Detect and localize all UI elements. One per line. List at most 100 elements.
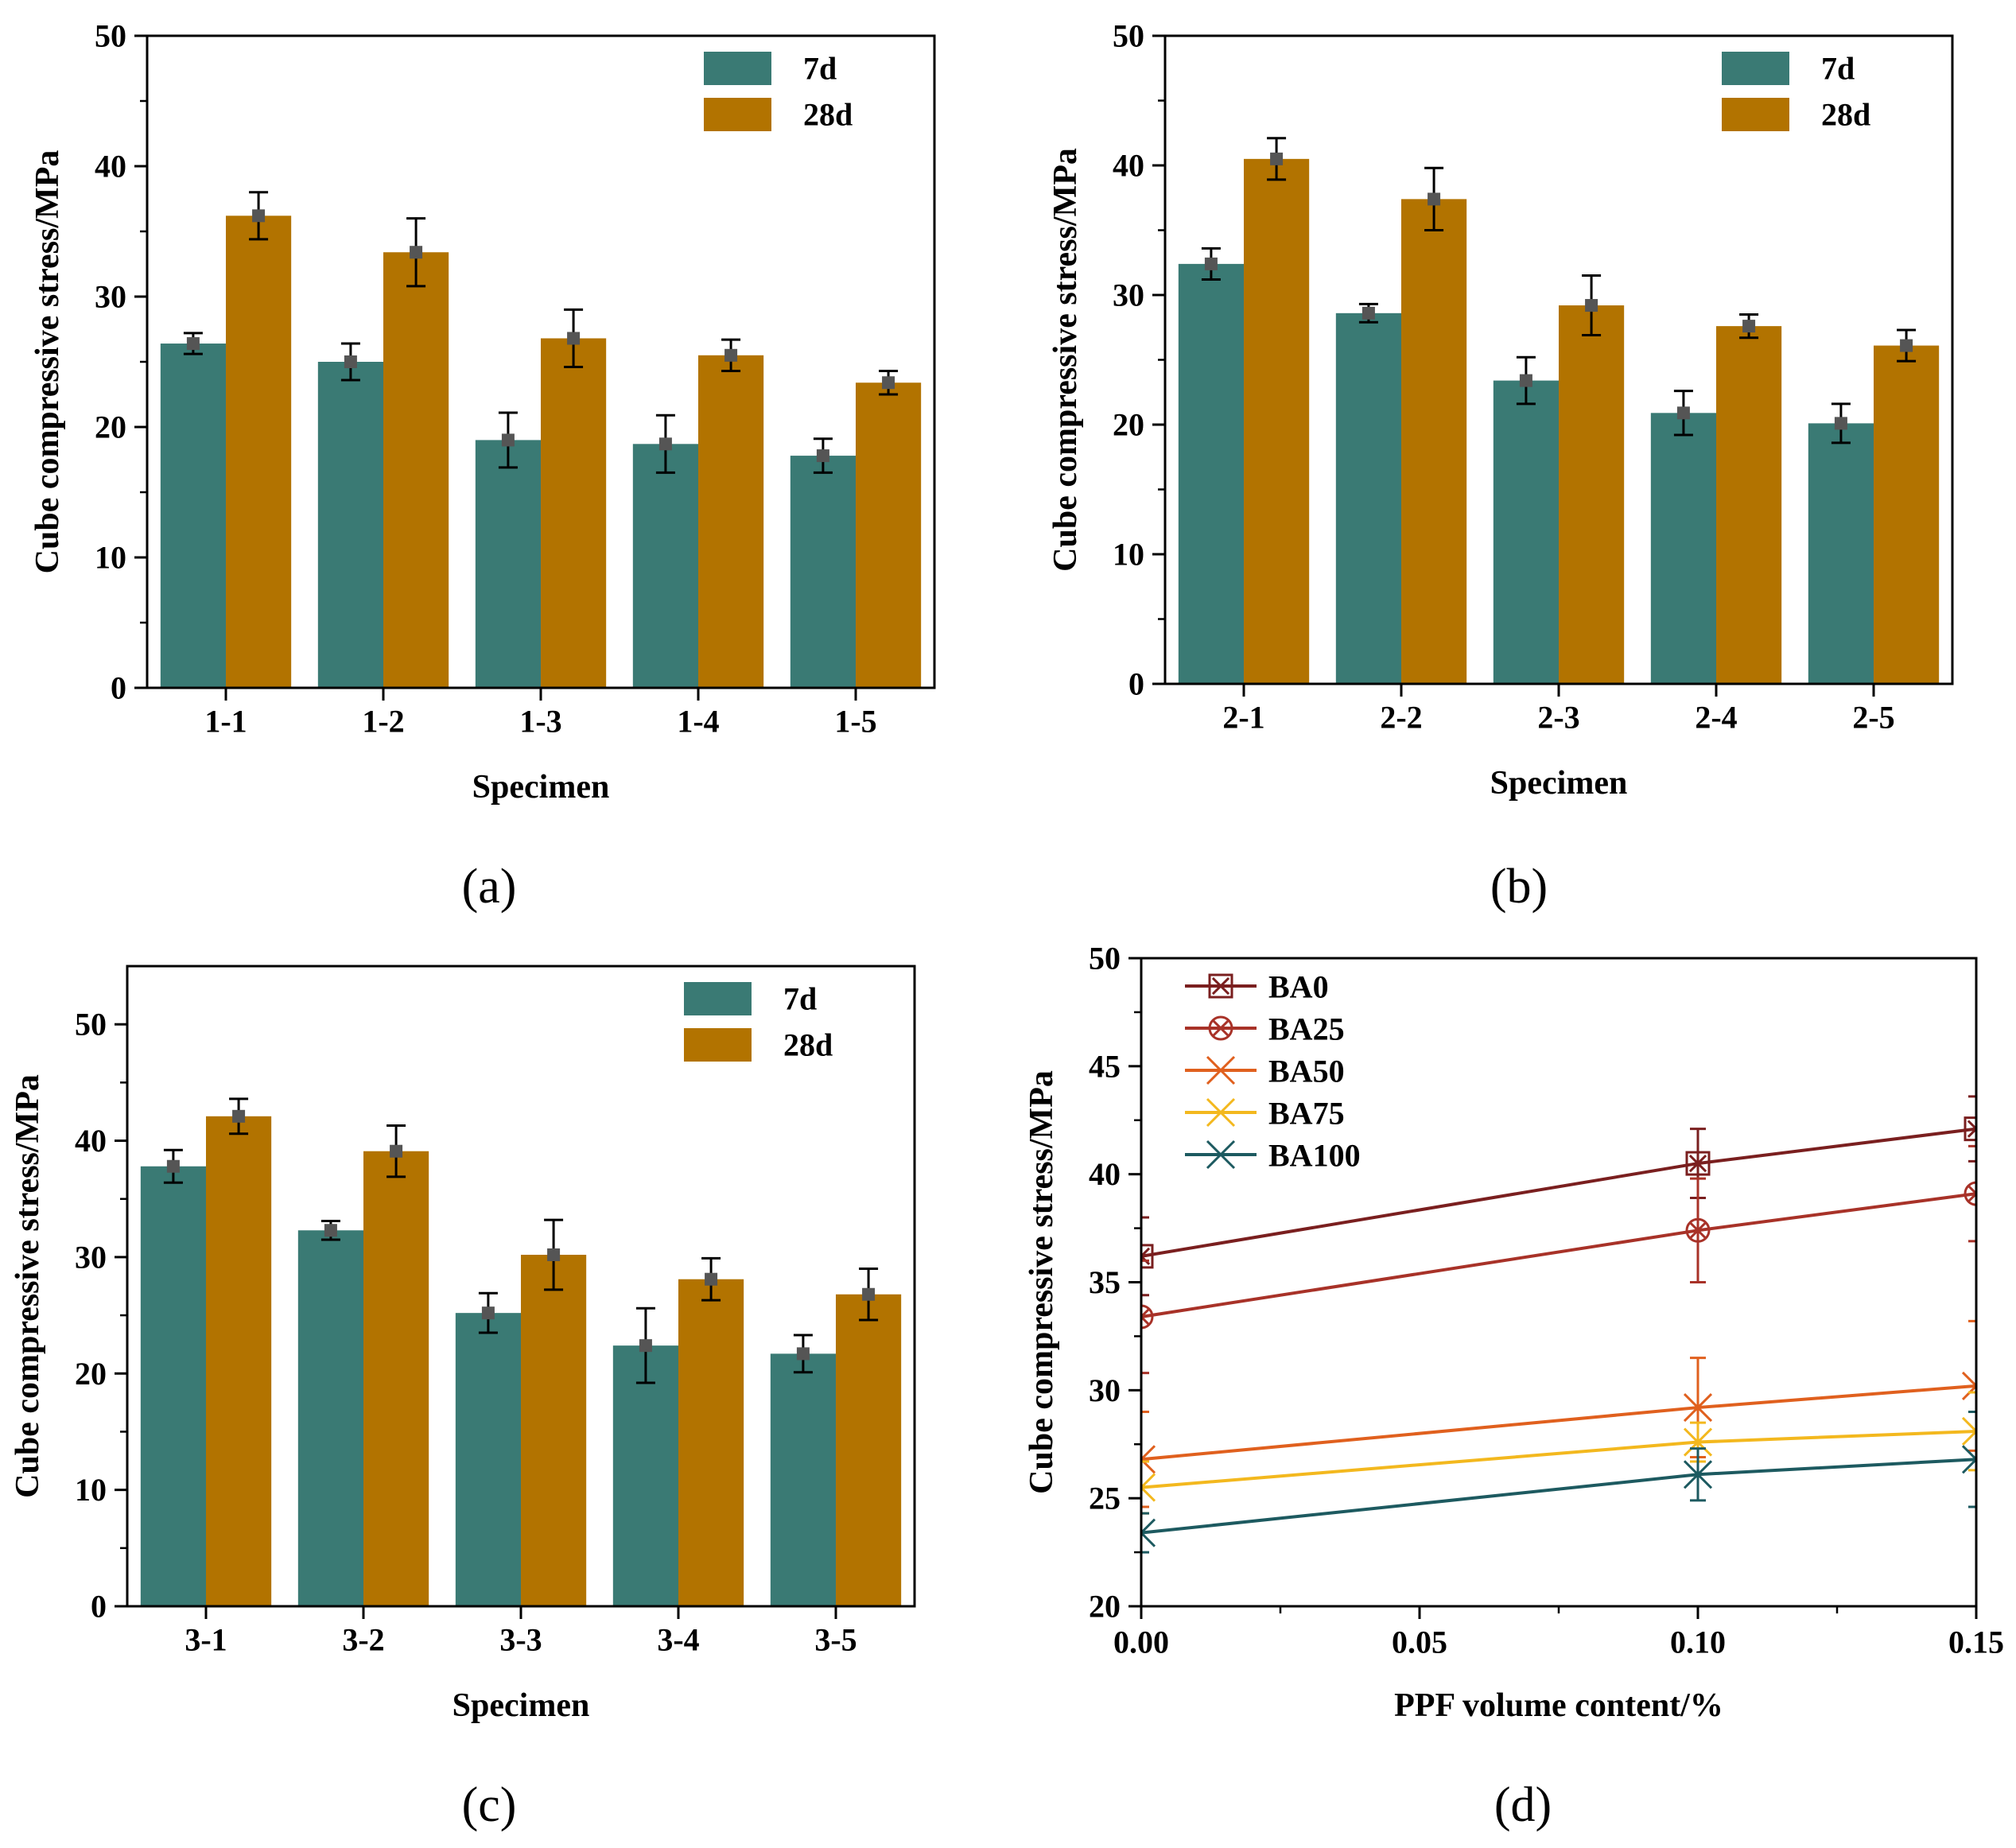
bar-28d-3-3 (521, 1254, 587, 1606)
marker-x-stroke (1688, 1154, 1707, 1173)
chart-b: 2-1 2-2 2-3 2-4 2-5 0 10 20 30 40 50 Cube compressi… (1047, 18, 1954, 914)
y-tick-label: 40 (75, 1123, 107, 1159)
y-tick-label: 25 (1089, 1481, 1121, 1516)
x-tick-label: 0.05 (1392, 1625, 1447, 1660)
bar-28d-2-5 (1874, 345, 1940, 684)
series-line-BA25 (1141, 1192, 1976, 1318)
mean-marker (796, 1347, 810, 1361)
y-tick-label: 45 (1089, 1048, 1121, 1084)
bar-28d-1-1 (226, 215, 292, 688)
marker-x-stroke (1961, 1445, 1976, 1462)
marker-x-stroke (1683, 1393, 1713, 1423)
y-axis-label: Cube compressive stress/MPa (1024, 1070, 1060, 1494)
x-tick-label: 3-2 (342, 1622, 384, 1658)
bar-7d-3-2 (297, 1230, 363, 1606)
legend-label: 7d (783, 981, 817, 1017)
x-tick-label: 3-5 (814, 1622, 857, 1658)
marker-x-stroke (1211, 976, 1230, 996)
mean-marker (705, 1272, 718, 1286)
marker-square (1685, 1151, 1711, 1176)
series-line-BA0 (1141, 1127, 1976, 1258)
marker-x-stroke (1961, 1416, 1976, 1434)
mean-marker (567, 332, 581, 345)
legend-swatch-7d (684, 982, 752, 1015)
y-tick-label: 40 (95, 149, 126, 184)
marker-x-stroke (1961, 1458, 1976, 1474)
marker-x-stroke (1141, 1458, 1156, 1474)
legend-label: BA25 (1268, 1011, 1345, 1047)
marker-x-stroke (1967, 1184, 1976, 1196)
x-tick-label: 2-4 (1695, 700, 1737, 736)
bar-28d-1-2 (383, 252, 449, 688)
chart-a: 1-1 1-2 1-3 1-4 1-5 0 10 20 30 40 50 Cube compressi… (29, 18, 936, 914)
legend-label: 7d (803, 51, 837, 87)
plot-frame (146, 34, 936, 689)
bar-28d-1-5 (856, 382, 922, 688)
y-axis-label: Cube compressive stress/MPa (29, 150, 66, 574)
y-tick-label: 35 (1089, 1264, 1121, 1300)
series-line-BA75 (1141, 1429, 1976, 1489)
y-tick-label: 0 (111, 670, 126, 706)
legend-swatch-28d (684, 1028, 752, 1062)
mean-marker (501, 433, 515, 447)
x-tick-label: 1-3 (519, 704, 561, 740)
legend-swatch-28d (704, 98, 771, 131)
legend-label: 28d (1821, 97, 1870, 133)
mean-marker (1270, 152, 1284, 165)
panel-label: (b) (1490, 860, 1548, 914)
mean-marker (324, 1224, 337, 1237)
bar-7d-2-2 (1335, 313, 1401, 684)
marker-circle (1141, 1304, 1154, 1330)
x-tick-label: 3-3 (499, 1622, 542, 1658)
marker-x-stroke (1206, 1139, 1236, 1170)
y-axis-label: Cube compressive stress/MPa (10, 1074, 46, 1498)
marker-x-stroke (1141, 1314, 1151, 1326)
y-tick-label: 50 (95, 18, 126, 54)
y-axis-label: Cube compressive stress/MPa (1047, 148, 1084, 572)
y-tick-label: 0 (1128, 666, 1144, 702)
mean-marker (1204, 257, 1218, 270)
x-axis-label: Specimen (453, 1687, 590, 1724)
bar-28d-2-2 (1401, 199, 1467, 684)
x-tick-label: 0.15 (1948, 1625, 2004, 1660)
marker-x-stroke (1141, 1247, 1151, 1259)
mean-marker (1834, 417, 1847, 430)
plot-frame (126, 965, 916, 1608)
mean-marker (1428, 192, 1441, 206)
bar-28d-2-1 (1244, 158, 1310, 685)
bar-7d-1-1 (160, 344, 226, 688)
mean-marker (1742, 320, 1756, 333)
mean-marker (252, 209, 266, 223)
marker-x-stroke (1967, 1191, 1976, 1203)
marker-square (1208, 973, 1233, 999)
x-tick-label: 3-4 (657, 1622, 699, 1658)
marker-x-stroke (1683, 1460, 1713, 1489)
marker-x-stroke (1141, 1518, 1156, 1535)
marker-x-stroke (1141, 1445, 1156, 1462)
bar-7d-1-2 (317, 362, 383, 688)
bar-7d-3-1 (140, 1166, 206, 1606)
marker-x-stroke (1688, 1221, 1707, 1240)
marker-x-stroke (1961, 1429, 1976, 1446)
y-tick-label: 10 (1113, 537, 1144, 573)
bar-7d-3-3 (455, 1313, 521, 1606)
mean-marker (1519, 374, 1532, 387)
mean-marker (1585, 299, 1598, 313)
y-tick-label: 30 (1113, 278, 1144, 313)
legend-label: BA100 (1268, 1138, 1361, 1174)
mean-marker (390, 1144, 403, 1158)
bar-28d-3-4 (678, 1279, 744, 1606)
bar-7d-3-4 (612, 1345, 678, 1606)
y-tick-label: 40 (1113, 148, 1144, 184)
series-line-BA100 (1141, 1458, 1976, 1535)
y-tick-label: 30 (95, 279, 126, 315)
marker-x-stroke (1141, 1531, 1156, 1547)
bar-28d-1-4 (698, 355, 764, 688)
mean-marker (232, 1109, 246, 1123)
bar-28d-1-3 (541, 338, 607, 688)
bar-7d-1-5 (790, 456, 856, 688)
marker-x-stroke (1141, 1307, 1151, 1319)
plot-area (1141, 1095, 1976, 1554)
bar-7d-3-5 (770, 1353, 836, 1606)
legend-swatch-7d (704, 52, 771, 85)
